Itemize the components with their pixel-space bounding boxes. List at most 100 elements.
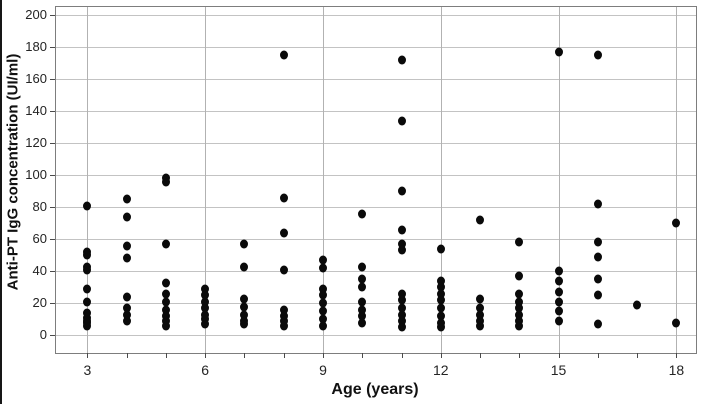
data-point [240,319,249,329]
data-point [397,316,406,326]
data-point [279,305,288,315]
data-point [201,310,210,320]
y-axis-tick [50,239,55,241]
data-point [476,303,485,313]
data-point [515,303,524,313]
h-gridline [56,111,696,113]
data-point [554,306,563,316]
y-axis-tick [50,15,55,16]
data-point [122,194,131,204]
data-point [201,319,210,329]
data-point [161,177,170,187]
x-axis-tick [519,353,521,358]
h-gridline [56,207,696,209]
y-axis-tick-label: 180 [25,39,47,55]
x-axis-tick [676,353,678,358]
data-point [358,262,367,271]
data-point [318,306,327,316]
data-point [161,321,170,331]
data-point [279,50,288,60]
x-axis-tick [362,353,364,358]
data-point [358,282,367,292]
data-point [358,318,367,328]
x-axis-tick-label: 15 [550,362,567,378]
data-point [436,303,445,313]
data-point [593,290,602,300]
data-point [83,265,92,275]
data-point [633,300,642,310]
data-point [279,316,288,326]
data-point [515,310,524,320]
v-gridline [676,7,678,353]
y-axis-tick [50,175,55,177]
y-axis-tick-label: 80 [32,199,47,215]
data-point [279,321,288,331]
data-point [554,297,563,307]
data-point [83,308,92,318]
data-point [436,295,445,305]
v-gridline [205,7,207,353]
data-point [161,289,170,299]
x-axis-tick [205,353,207,358]
y-axis-tick-label: 200 [25,7,47,22]
x-axis-tick [283,353,285,358]
data-point [397,239,406,249]
data-point [554,287,563,297]
data-point [83,250,92,260]
h-gridline [56,79,696,81]
data-point [476,215,485,225]
x-axis-tick [401,353,403,358]
data-point [201,303,210,313]
data-point [436,311,445,321]
data-point [161,311,170,321]
x-axis-tick [480,353,482,358]
data-point [397,303,406,313]
y-axis-tick [50,303,55,305]
data-point [240,310,249,320]
data-point [161,305,170,315]
data-point [436,282,445,292]
data-point [318,314,327,324]
data-point [240,294,249,304]
data-point [201,314,210,324]
h-gridline [56,335,696,337]
v-gridline [322,7,324,353]
data-point [201,284,210,294]
data-point [201,290,210,300]
data-point [240,239,249,249]
x-axis-tick [597,353,599,358]
x-axis-tick [165,353,167,358]
data-point [122,241,131,251]
x-axis-tick-label: 3 [83,362,92,378]
h-gridline [56,15,696,16]
h-gridline [56,175,696,177]
x-axis-tick [558,353,560,358]
y-axis-tick [50,111,55,113]
data-point [358,274,367,284]
data-point [672,218,681,228]
data-point [397,295,406,305]
h-gridline [56,303,696,305]
y-axis-tick [50,143,55,145]
data-point [515,321,524,331]
data-point [318,290,327,300]
data-point [554,47,563,57]
data-point [83,201,92,211]
y-axis-tick [50,47,55,49]
data-point [279,193,288,203]
data-point [122,310,131,320]
data-point [318,263,327,273]
y-axis-tick-label: 120 [25,135,47,151]
x-axis-tick [87,353,89,358]
data-point [161,239,170,249]
data-point [397,225,406,235]
data-point [122,316,131,326]
y-axis-tick-label: 20 [32,295,47,311]
h-gridline [56,143,696,145]
data-point [593,319,602,329]
data-point [593,274,602,284]
y-axis-tick-label: 160 [25,71,47,87]
data-point [476,321,485,331]
data-point [515,297,524,307]
